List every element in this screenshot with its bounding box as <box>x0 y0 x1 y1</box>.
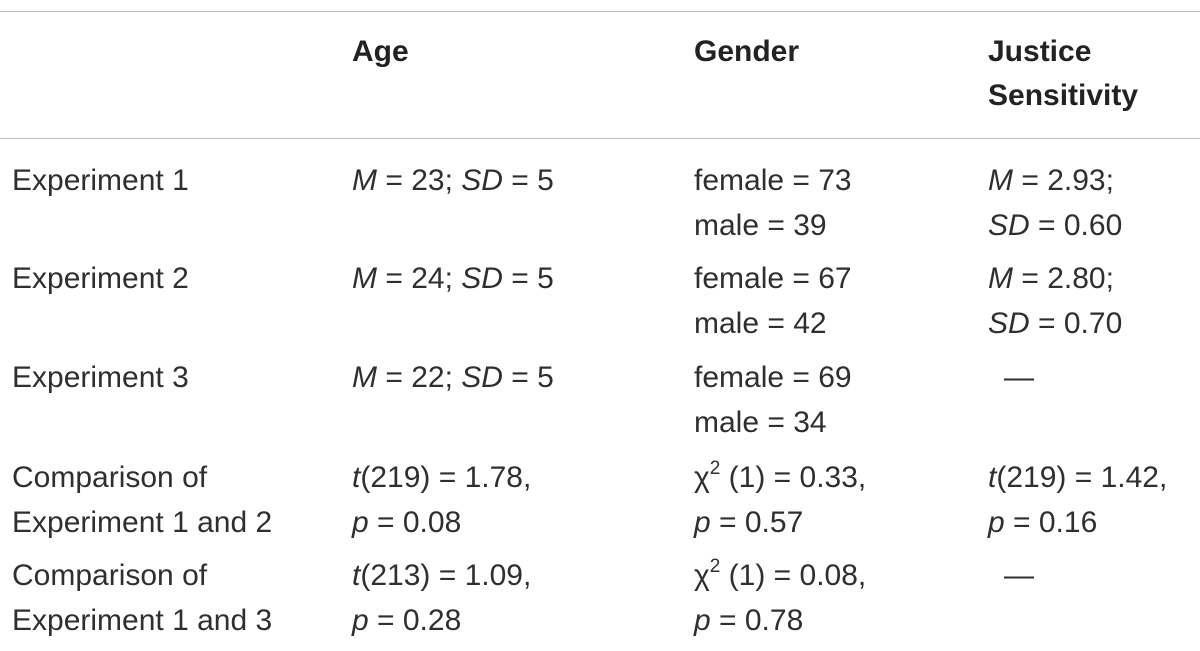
gender-cell: female = 73 male = 39 <box>694 164 852 242</box>
top-rule <box>0 11 1200 12</box>
age-cell: t(213) = 1.09, p = 0.28 <box>352 559 532 637</box>
row-label: Comparison of Experiment 1 and 3 <box>12 559 273 637</box>
header-gender: Gender <box>694 35 800 68</box>
age-cell: M = 22; SD = 5 <box>352 361 554 394</box>
header-justice-sensitivity: Justice Sensitivity <box>988 35 1139 112</box>
gender-cell: female = 67 male = 42 <box>694 262 852 340</box>
justice-cell: M = 2.80; SD = 0.70 <box>988 262 1123 340</box>
justice-cell: — <box>988 355 1034 400</box>
justice-cell: — <box>988 553 1034 598</box>
justice-cell: M = 2.93; SD = 0.60 <box>988 164 1123 242</box>
gender-cell: χ2 (1) = 0.08, p = 0.78 <box>694 556 867 637</box>
gender-cell: χ2 (1) = 0.33, p = 0.57 <box>694 458 867 539</box>
empty-dash: — <box>1004 559 1034 592</box>
header-rule <box>0 138 1200 139</box>
empty-dash: — <box>1004 361 1034 394</box>
header-age: Age <box>352 35 409 68</box>
row-label: Comparison of Experiment 1 and 2 <box>12 461 273 539</box>
age-cell: M = 23; SD = 5 <box>352 164 554 197</box>
age-cell: t(219) = 1.78, p = 0.08 <box>352 461 532 539</box>
row-label: Experiment 3 <box>12 361 189 394</box>
row-label: Experiment 1 <box>12 164 189 197</box>
age-cell: M = 24; SD = 5 <box>352 262 554 295</box>
justice-cell: t(219) = 1.42, p = 0.16 <box>988 461 1168 539</box>
row-label: Experiment 2 <box>12 262 189 295</box>
gender-cell: female = 69 male = 34 <box>694 361 852 439</box>
